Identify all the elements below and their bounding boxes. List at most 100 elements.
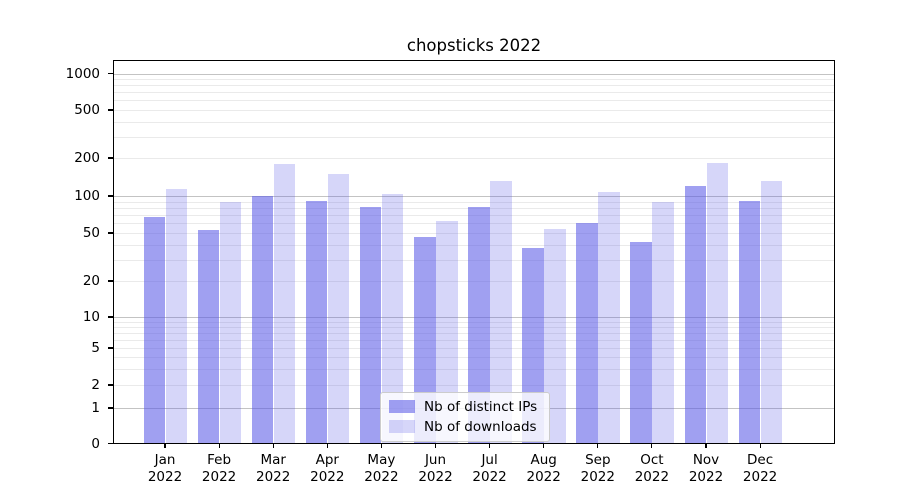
bar-nb-of-downloads-jun-2022 [436, 221, 458, 443]
y-tick-label-1000: 1000 [65, 65, 100, 82]
x-tick-label-year: 2022 [688, 468, 724, 485]
y-gridline-major-100 [114, 196, 834, 197]
x-tick-jan-2022 [164, 444, 166, 448]
y-gridline-minor-600 [114, 100, 834, 102]
bar-nb-of-downloads-jul-2022 [490, 180, 512, 443]
x-tick-label-may-2022: May 2022 [349, 452, 413, 485]
y-tick-20 [108, 280, 113, 282]
legend-item-distinct-ips: Nb of distinct IPs [389, 398, 537, 415]
y-tick-label-200: 200 [74, 150, 100, 166]
y-tick-5 [108, 347, 113, 349]
x-tick-label-year: 2022 [634, 468, 670, 485]
y-tick-50 [108, 232, 113, 234]
bar-nb-of-downloads-may-2022 [381, 194, 404, 443]
x-tick-feb-2022 [218, 444, 220, 448]
x-tick-mar-2022 [272, 444, 274, 448]
x-tick-label-month: Jul [481, 452, 498, 468]
x-tick-label-jun-2022: Jun 2022 [404, 452, 468, 485]
x-tick-label-month: Sep [585, 452, 611, 468]
plot-area [113, 60, 835, 444]
y-tick-label-50: 50 [82, 225, 100, 241]
x-tick-label-mar-2022: Mar 2022 [241, 452, 305, 485]
y-tick-500 [108, 109, 113, 111]
x-tick-sep-2022 [597, 444, 599, 448]
bar-nb-of-downloads-mar-2022 [273, 163, 296, 443]
x-tick-label-sep-2022: Sep 2022 [566, 452, 630, 485]
x-tick-label-month: Aug [530, 452, 557, 468]
y-gridline-minor-800 [114, 85, 834, 87]
bar-nb-of-distinct-ips-apr-2022 [305, 201, 328, 443]
x-tick-label-year: 2022 [310, 468, 345, 485]
y-tick-label-20: 20 [82, 273, 100, 289]
y-gridline-minor-300 [114, 136, 834, 138]
x-tick-label-nov-2022: Nov 2022 [674, 452, 738, 485]
y-gridline-minor-700 [114, 92, 834, 94]
y-tick-1000 [108, 72, 113, 75]
legend-item-downloads: Nb of downloads [389, 418, 537, 435]
x-tick-nov-2022 [705, 444, 707, 448]
x-tick-jul-2022 [489, 444, 491, 448]
bar-nb-of-distinct-ips-oct-2022 [630, 241, 652, 443]
y-tick-2 [108, 384, 113, 386]
x-tick-label-dec-2022: Dec 2022 [728, 452, 792, 485]
legend: Nb of distinct IPs Nb of downloads [380, 392, 551, 442]
y-tick-label-1: 1 [91, 400, 100, 416]
legend-label-downloads: Nb of downloads [424, 418, 537, 435]
y-gridline-minor-200 [114, 158, 834, 159]
x-tick-label-month: May [367, 452, 396, 468]
legend-swatch-downloads [389, 420, 415, 433]
x-tick-oct-2022 [651, 444, 653, 448]
x-tick-jun-2022 [434, 444, 437, 448]
bar-nb-of-downloads-jan-2022 [165, 188, 187, 443]
x-tick-label-year: 2022 [472, 468, 507, 485]
x-tick-label-year: 2022 [526, 468, 561, 485]
y-tick-label-5: 5 [91, 340, 100, 356]
x-tick-label-month: Jan [154, 452, 176, 468]
y-tick-label-500: 500 [74, 102, 100, 118]
x-tick-label-year: 2022 [364, 468, 399, 485]
x-tick-may-2022 [380, 444, 382, 448]
bar-nb-of-distinct-ips-may-2022 [359, 206, 382, 443]
y-tick-10 [108, 316, 113, 318]
bar-nb-of-distinct-ips-mar-2022 [251, 195, 274, 443]
bar-nb-of-downloads-apr-2022 [327, 173, 350, 443]
x-tick-label-month: Mar [260, 452, 286, 468]
x-tick-label-jan-2022: Jan 2022 [133, 452, 197, 485]
bar-nb-of-distinct-ips-dec-2022 [738, 201, 761, 443]
x-tick-label-apr-2022: Apr 2022 [295, 452, 359, 485]
y-tick-label-0: 0 [91, 435, 100, 452]
bar-nb-of-distinct-ips-jan-2022 [143, 216, 165, 443]
bar-nb-of-downloads-feb-2022 [219, 201, 242, 443]
x-tick-label-oct-2022: Oct 2022 [620, 452, 684, 485]
chart-title: chopsticks 2022 [406, 36, 542, 55]
y-gridline-minor-900 [114, 79, 834, 81]
y-tick-1 [108, 407, 113, 409]
bar-nb-of-downloads-sep-2022 [598, 192, 620, 443]
bar-nb-of-downloads-aug-2022 [544, 229, 566, 443]
bar-nb-of-downloads-nov-2022 [706, 162, 728, 443]
y-tick-200 [108, 157, 113, 159]
x-tick-label-month: Feb [207, 452, 232, 468]
y-tick-100 [108, 195, 113, 197]
bar-nb-of-distinct-ips-nov-2022 [684, 185, 706, 443]
bar-nb-of-distinct-ips-feb-2022 [197, 230, 220, 443]
bar-nb-of-downloads-dec-2022 [760, 180, 783, 443]
x-tick-label-aug-2022: Aug 2022 [512, 452, 576, 485]
bar-nb-of-distinct-ips-sep-2022 [576, 222, 598, 443]
x-tick-label-month: Dec [747, 452, 774, 468]
bar-nb-of-downloads-oct-2022 [652, 202, 674, 443]
x-tick-label-year: 2022 [580, 468, 615, 485]
x-tick-label-month: Oct [640, 452, 664, 468]
x-tick-label-year: 2022 [418, 468, 453, 485]
x-tick-label-feb-2022: Feb 2022 [187, 452, 251, 485]
y-tick-label-100: 100 [74, 188, 100, 204]
x-tick-label-month: Apr [315, 452, 339, 468]
y-gridline-minor-90 [114, 201, 834, 203]
legend-swatch-distinct-ips [389, 400, 415, 413]
y-tick-0 [108, 442, 113, 445]
x-tick-aug-2022 [543, 444, 545, 448]
bar-nb-of-distinct-ips-jul-2022 [468, 207, 490, 443]
y-tick-label-10: 10 [82, 309, 100, 325]
x-tick-label-month: Nov [692, 452, 720, 468]
